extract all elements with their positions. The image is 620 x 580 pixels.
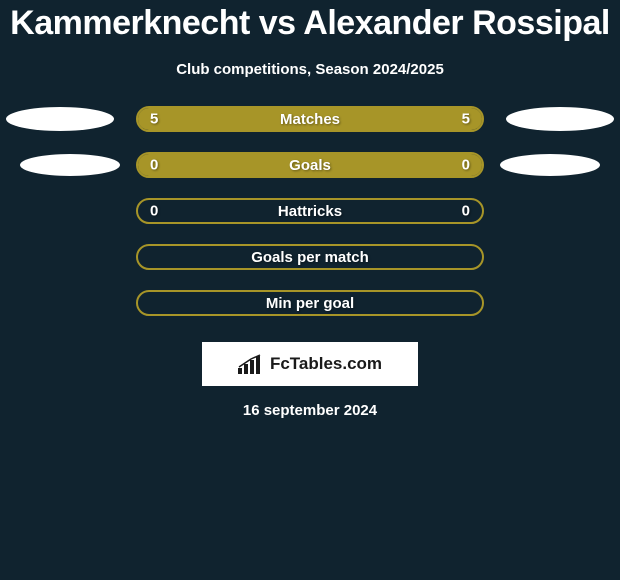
stat-label: Min per goal [266, 295, 354, 312]
ellipse-slot-right [492, 154, 620, 176]
stat-row: Min per goal [0, 290, 620, 316]
comparison-card: Kammerknecht vs Alexander Rossipal Club … [0, 0, 620, 419]
stat-row: Goals per match [0, 244, 620, 270]
stat-label: Hattricks [278, 203, 342, 220]
stat-bar: 5 5 Matches [136, 106, 484, 132]
stat-bar: 0 0 Goals [136, 152, 484, 178]
stat-value-right: 0 [462, 157, 470, 174]
logo-box: FcTables.com [202, 342, 418, 386]
stat-row: 0 0 Goals [0, 152, 620, 178]
stat-value-left: 0 [150, 203, 158, 220]
stat-bar: Goals per match [136, 244, 484, 270]
player-right-ellipse [500, 154, 600, 176]
date-text: 16 september 2024 [243, 402, 377, 419]
stat-row: 0 0 Hattricks [0, 198, 620, 224]
ellipse-slot-left [0, 154, 128, 176]
stat-label: Goals per match [251, 249, 369, 266]
stat-value-left: 5 [150, 111, 158, 128]
stat-value-right: 0 [462, 203, 470, 220]
bar-fill-right [310, 154, 482, 176]
bar-fill-left [138, 154, 310, 176]
ellipse-slot-right [492, 107, 620, 131]
ellipse-slot-left [0, 107, 128, 131]
subtitle: Club competitions, Season 2024/2025 [176, 61, 444, 78]
player-right-ellipse [506, 107, 614, 131]
stat-bar: 0 0 Hattricks [136, 198, 484, 224]
logo-text: FcTables.com [270, 354, 382, 374]
stat-label: Goals [289, 157, 331, 174]
player-left-ellipse [20, 154, 120, 176]
stat-bar: Min per goal [136, 290, 484, 316]
stat-value-left: 0 [150, 157, 158, 174]
stats-list: 5 5 Matches 0 0 Goals 0 0 Hattricks Goals per mat… [0, 106, 620, 336]
stat-value-right: 5 [462, 111, 470, 128]
stat-row: 5 5 Matches [0, 106, 620, 132]
player-left-ellipse [6, 107, 114, 131]
page-title: Kammerknecht vs Alexander Rossipal [10, 4, 610, 43]
stat-label: Matches [280, 111, 340, 128]
bars-icon [238, 354, 264, 374]
